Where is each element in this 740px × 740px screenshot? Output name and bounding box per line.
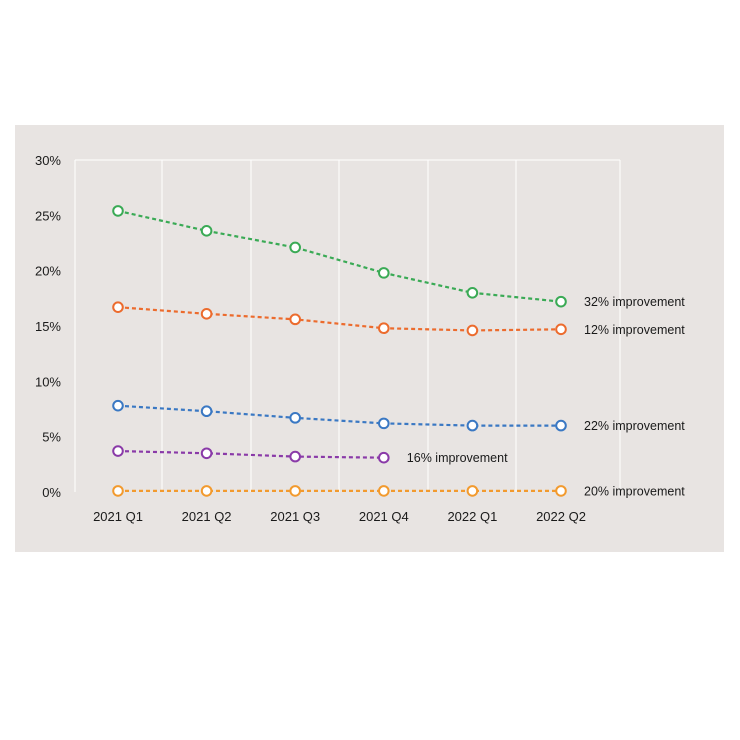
series-0 bbox=[112, 205, 567, 308]
data-point bbox=[112, 205, 124, 217]
data-point bbox=[200, 308, 213, 320]
data-point bbox=[289, 241, 302, 254]
series-lines bbox=[112, 205, 567, 497]
series-line bbox=[117, 209, 562, 303]
data-point bbox=[289, 450, 302, 463]
data-point bbox=[112, 445, 124, 457]
data-point bbox=[112, 485, 124, 497]
series-4 bbox=[112, 485, 567, 497]
data-point bbox=[555, 485, 567, 497]
data-point bbox=[200, 447, 213, 460]
data-point bbox=[466, 485, 479, 497]
series-annotation: 12% improvement bbox=[584, 323, 685, 337]
series-1 bbox=[112, 301, 567, 337]
series-annotation: 16% improvement bbox=[407, 451, 508, 465]
series-line bbox=[117, 449, 384, 459]
series-annotation: 22% improvement bbox=[584, 419, 685, 433]
data-point bbox=[200, 225, 213, 237]
y-tick-label: 20% bbox=[35, 264, 61, 279]
x-tick-label: 2021 Q3 bbox=[270, 509, 320, 524]
gridlines bbox=[74, 159, 621, 492]
data-point bbox=[200, 485, 213, 497]
series-annotations: 32% improvement 12% improvement 22% improv… bbox=[407, 295, 685, 498]
data-point bbox=[466, 419, 479, 432]
data-point bbox=[466, 287, 479, 299]
series-line bbox=[117, 404, 561, 427]
x-tick-label: 2021 Q4 bbox=[359, 509, 409, 524]
data-point bbox=[289, 412, 302, 424]
x-axis-ticks: 2021 Q1 2021 Q2 2021 Q3 2021 Q4 2022 Q1 2022 … bbox=[93, 509, 586, 524]
series-annotation: 32% improvement bbox=[584, 295, 685, 309]
data-point bbox=[200, 405, 213, 418]
y-tick-label: 5% bbox=[42, 430, 61, 445]
x-tick-label: 2022 Q2 bbox=[536, 509, 586, 524]
data-point bbox=[466, 324, 479, 337]
y-tick-label: 30% bbox=[35, 153, 61, 168]
data-point bbox=[289, 485, 302, 497]
data-point bbox=[112, 399, 124, 412]
x-tick-label: 2021 Q1 bbox=[93, 509, 143, 524]
data-point bbox=[555, 419, 567, 432]
series-3 bbox=[112, 445, 390, 464]
y-tick-label: 0% bbox=[42, 485, 61, 500]
data-point bbox=[555, 323, 567, 336]
chart-panel: 0% 5% 10% 15% 20% 25% 30% 2021 Q1 2021 Q2 2021 Q… bbox=[15, 125, 724, 552]
x-tick-label: 2022 Q1 bbox=[447, 509, 497, 524]
data-point bbox=[378, 451, 390, 464]
data-point bbox=[378, 485, 390, 497]
data-point bbox=[289, 313, 302, 326]
data-point bbox=[378, 417, 390, 430]
data-point bbox=[378, 267, 390, 279]
data-point bbox=[378, 322, 390, 335]
y-axis-ticks: 0% 5% 10% 15% 20% 25% 30% bbox=[35, 153, 61, 500]
x-tick-label: 2021 Q2 bbox=[182, 509, 232, 524]
data-point bbox=[555, 295, 567, 308]
data-point bbox=[112, 301, 124, 313]
line-chart: 0%5%10%15%20%25%30% 2021 Q1 2021 Q2 2021 Q… bbox=[35, 153, 685, 524]
series-annotation: 20% improvement bbox=[584, 484, 685, 498]
series-2 bbox=[112, 399, 567, 432]
y-tick-label: 10% bbox=[35, 374, 61, 389]
y-tick-label: 15% bbox=[35, 319, 61, 334]
y-tick-label: 25% bbox=[35, 208, 61, 223]
